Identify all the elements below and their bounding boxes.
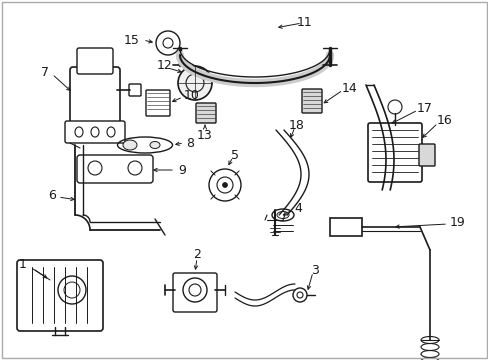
Circle shape (178, 66, 212, 100)
Text: 1: 1 (19, 258, 27, 271)
FancyBboxPatch shape (129, 84, 141, 96)
Ellipse shape (150, 141, 160, 149)
Text: 3: 3 (310, 264, 318, 276)
Bar (329, 218, 361, 236)
Text: 4: 4 (293, 202, 301, 215)
Text: 12: 12 (157, 59, 173, 72)
Text: 19: 19 (449, 216, 465, 229)
FancyBboxPatch shape (17, 260, 103, 331)
FancyBboxPatch shape (77, 155, 153, 183)
FancyBboxPatch shape (146, 90, 170, 116)
Text: 14: 14 (342, 81, 357, 95)
FancyBboxPatch shape (196, 103, 216, 123)
FancyBboxPatch shape (77, 48, 113, 74)
FancyBboxPatch shape (70, 67, 120, 128)
Text: 17: 17 (416, 102, 432, 114)
Text: 13: 13 (197, 129, 212, 141)
Text: 10: 10 (183, 89, 200, 102)
Text: 11: 11 (297, 15, 312, 28)
Circle shape (222, 183, 227, 188)
Text: 7: 7 (41, 66, 49, 78)
FancyBboxPatch shape (173, 273, 217, 312)
Text: 8: 8 (185, 136, 194, 149)
FancyBboxPatch shape (65, 121, 125, 143)
Text: 5: 5 (230, 149, 239, 162)
Text: 9: 9 (178, 163, 185, 176)
Text: 18: 18 (288, 118, 305, 131)
Ellipse shape (123, 140, 137, 150)
FancyBboxPatch shape (367, 123, 421, 182)
FancyBboxPatch shape (418, 144, 434, 166)
Text: 15: 15 (124, 33, 140, 46)
Text: 2: 2 (193, 248, 201, 261)
FancyBboxPatch shape (302, 89, 321, 113)
Text: 16: 16 (436, 113, 452, 126)
Text: 6: 6 (48, 189, 56, 202)
